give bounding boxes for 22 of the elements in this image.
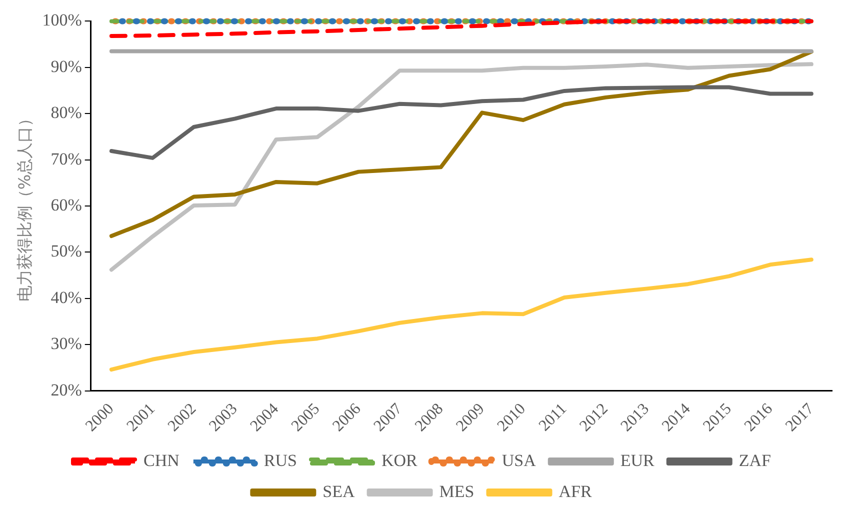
legend-label: KOR (381, 450, 418, 470)
x-tick-label: 2001 (124, 400, 158, 436)
legend-label: CHN (144, 450, 180, 470)
legend-label: AFR (558, 482, 592, 501)
y-tick-label: 60% (50, 195, 82, 214)
legend-label: RUS (264, 450, 297, 470)
y-tick-label: 20% (50, 380, 82, 400)
y-tick-label: 40% (50, 288, 82, 307)
legend-label: EUR (620, 450, 656, 470)
y-tick-label: 100% (42, 10, 82, 30)
y-tick-label: 80% (50, 103, 82, 122)
y-tick-label: 30% (50, 334, 82, 354)
legend-label: ZAF (738, 450, 771, 470)
legend-label: MES (439, 482, 474, 501)
legend-label: SEA (322, 482, 356, 501)
y-axis-title: 电力获得比例（%总人口） (14, 110, 34, 302)
line-series (109, 19, 814, 38)
x-tick-label: 2011 (536, 400, 570, 435)
legend-label: USA (502, 450, 537, 470)
y-tick-label: 50% (50, 242, 82, 261)
y-tick-label: 90% (50, 56, 82, 76)
y-tick-label: 70% (50, 149, 82, 168)
